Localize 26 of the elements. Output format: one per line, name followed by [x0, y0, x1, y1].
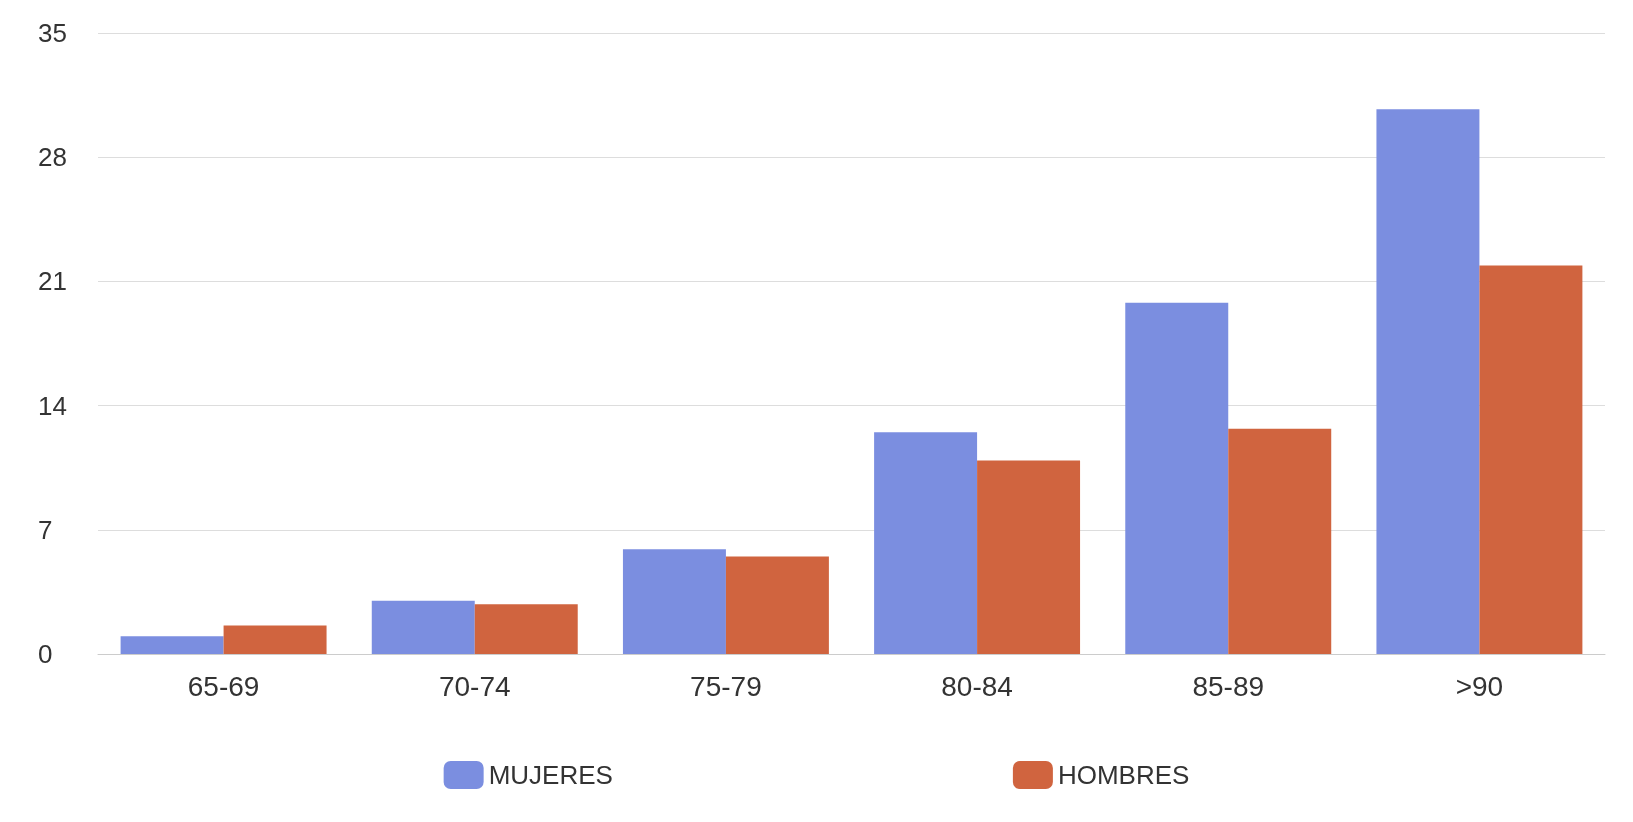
bar — [1125, 302, 1229, 654]
y-tick-label: 0 — [38, 639, 53, 669]
y-tick-label: 28 — [38, 142, 67, 173]
y-tick-label: 35 — [38, 18, 67, 48]
x-tick-label: 80-84 — [941, 670, 1013, 702]
bar — [874, 432, 978, 654]
bar — [977, 460, 1081, 654]
legend-label: HOMBRES — [1057, 760, 1190, 790]
bar — [1376, 109, 1480, 654]
bar — [371, 600, 475, 654]
x-tick-label: 75-79 — [690, 670, 762, 702]
bar — [120, 636, 224, 654]
bar — [622, 549, 726, 654]
y-tick-label: 7 — [38, 514, 53, 545]
x-tick-label: 65-69 — [187, 670, 260, 702]
y-tick-label: 14 — [38, 390, 67, 421]
bar — [1228, 428, 1332, 654]
y-tick-label: 21 — [38, 266, 67, 297]
x-tick-label: >90 — [1455, 670, 1504, 702]
bar — [725, 556, 829, 654]
bar — [1479, 265, 1583, 654]
x-tick-label: 70-74 — [438, 670, 511, 702]
bar — [223, 625, 327, 654]
bar — [474, 604, 578, 654]
x-tick-label: 85-89 — [1192, 670, 1265, 702]
legend-label: MUJERES — [488, 760, 613, 790]
